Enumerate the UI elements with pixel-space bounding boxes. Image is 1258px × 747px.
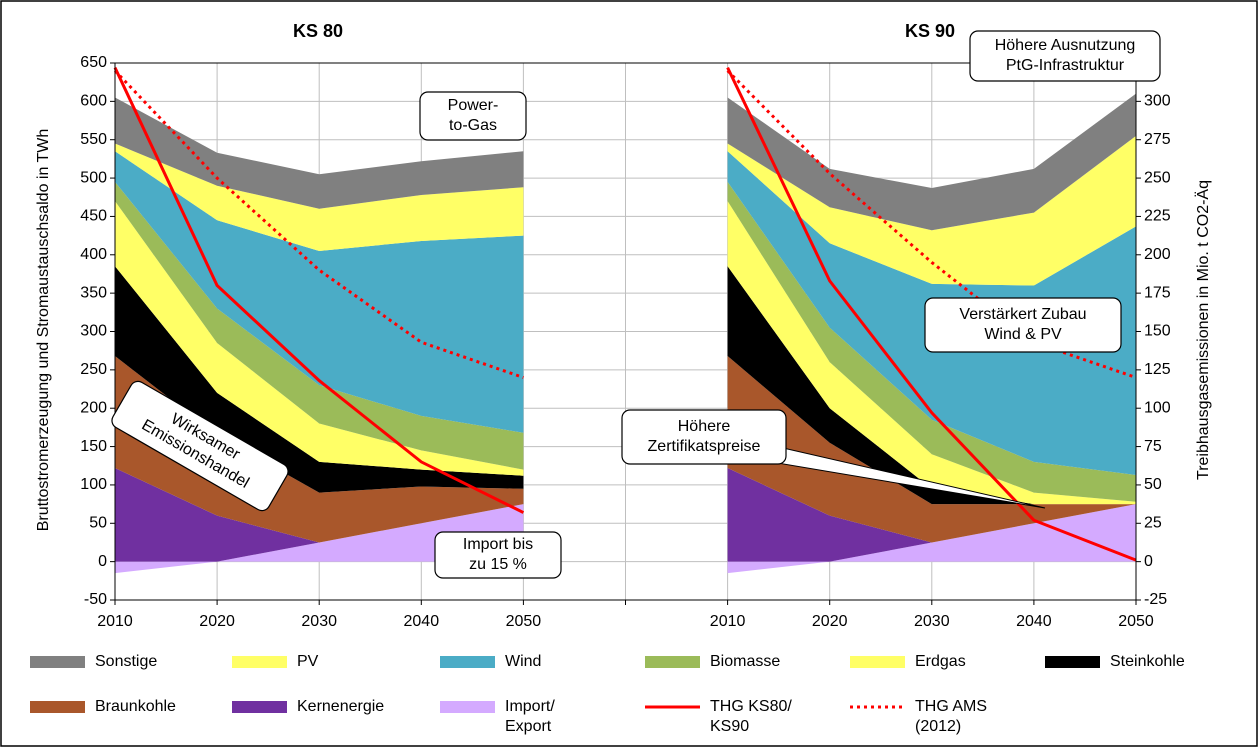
annotation: Power-to-Gas xyxy=(448,97,499,134)
x-tick-label: 2030 xyxy=(914,613,950,630)
panel-title: KS 90 xyxy=(905,21,955,41)
legend-swatch xyxy=(440,656,495,668)
y-tick-label: 0 xyxy=(98,553,107,570)
y-tick-label: 600 xyxy=(80,93,107,110)
y-tick-label: 150 xyxy=(80,438,107,455)
y-tick-label: 50 xyxy=(89,515,107,532)
y2-tick-label: 50 xyxy=(1144,476,1162,493)
y-tick-label: 350 xyxy=(80,284,107,301)
y-tick-label: 650 xyxy=(80,54,107,71)
annotation: Import bis zu 15 % xyxy=(463,536,533,573)
y2-tick-label: 100 xyxy=(1144,399,1171,416)
y2-tick-label: 250 xyxy=(1144,169,1171,186)
legend-swatch xyxy=(30,656,85,668)
legend-label: Biomasse xyxy=(710,653,780,670)
area xyxy=(115,93,1136,231)
y2-tick-label: 75 xyxy=(1144,438,1162,455)
legend-label: THG KS80/KS90 xyxy=(710,698,792,735)
y-tick-label: 450 xyxy=(80,208,107,225)
callout: Höhere Zertifikatspreise xyxy=(621,409,1046,509)
y2-tick-label: 300 xyxy=(1144,93,1171,110)
callout: Höhere Ausnutzung PtG-Infrastruktur xyxy=(969,30,1161,82)
y2-tick-label: 25 xyxy=(1144,515,1162,532)
y2-tick-label: 0 xyxy=(1144,553,1153,570)
area xyxy=(115,356,1136,543)
callout-box xyxy=(621,409,787,465)
legend-swatch xyxy=(440,701,495,713)
y-tick-label: 400 xyxy=(80,246,107,263)
x-tick-label: 2050 xyxy=(506,613,542,630)
y2-tick-label: -25 xyxy=(1144,591,1167,608)
legend-swatch xyxy=(232,701,287,713)
area xyxy=(115,468,1136,562)
annotation: Verstärkert Zubau Wind & PV xyxy=(959,306,1086,343)
y-tick-label: 300 xyxy=(80,323,107,340)
line xyxy=(113,69,1137,379)
y2-tick-label: 175 xyxy=(1144,284,1171,301)
panel-title: KS 80 xyxy=(293,21,343,41)
legend-label: Sonstige xyxy=(95,653,157,670)
callout-box xyxy=(434,531,562,579)
y2-tick-label: 200 xyxy=(1144,246,1171,263)
y2-tick-label: 150 xyxy=(1144,323,1171,340)
annotation: Höhere Ausnutzung PtG-Infrastruktur xyxy=(995,37,1136,74)
annotations: Power-to-GasWirksamerEmissionshandelImpo… xyxy=(111,30,1161,579)
y-tick-label: 200 xyxy=(80,399,107,416)
legend-label: Steinkohle xyxy=(1110,653,1185,670)
callout-box xyxy=(419,91,527,141)
legend-swatch xyxy=(30,701,85,713)
callout: Import bis zu 15 % xyxy=(434,531,562,579)
x-tick-label: 2010 xyxy=(710,613,746,630)
callout-box xyxy=(969,30,1161,82)
area xyxy=(115,135,1136,286)
y-axis-label: Bruttostromerzeugung und Stromaustauschs… xyxy=(35,129,52,532)
plot-area: -500501001502002503003504004505005506006… xyxy=(80,54,1171,630)
legend-label: Wind xyxy=(505,653,541,670)
y-tick-label: 100 xyxy=(80,476,107,493)
line xyxy=(113,66,1137,562)
y-tick-label: 500 xyxy=(80,169,107,186)
y2-axis-label: Treibhausgasemissionen in Mio. t CO2-Äq xyxy=(1194,180,1212,480)
y-tick-label: -50 xyxy=(84,591,107,608)
legend-swatch xyxy=(232,656,287,668)
callout: Power-to-Gas xyxy=(419,91,527,141)
area xyxy=(115,151,1136,475)
x-tick-label: 2040 xyxy=(404,613,440,630)
callout: Verstärkert Zubau Wind & PV xyxy=(924,297,1122,353)
x-tick-label: 2010 xyxy=(97,613,133,630)
legend-swatch xyxy=(850,656,905,668)
legend: Sonstige PV Wind Biomasse Erdgas Steinkohle Br… xyxy=(30,653,1185,735)
x-tick-label: 2050 xyxy=(1118,613,1154,630)
legend-label: Erdgas xyxy=(915,653,966,670)
y2-tick-label: 225 xyxy=(1144,208,1171,225)
area xyxy=(115,504,1136,574)
legend-label: Import/Export xyxy=(505,698,555,735)
legend-label: PV xyxy=(297,653,319,670)
callout-box xyxy=(924,297,1122,353)
y2-tick-label: 125 xyxy=(1144,361,1171,378)
y-tick-label: 250 xyxy=(80,361,107,378)
legend-label: THG AMS (2012) xyxy=(915,698,987,735)
x-tick-label: 2020 xyxy=(199,613,235,630)
x-tick-label: 2020 xyxy=(812,613,848,630)
x-tick-label: 2040 xyxy=(1016,613,1052,630)
legend-label: Braunkohle xyxy=(95,698,176,715)
y-tick-label: 550 xyxy=(80,131,107,148)
legend-swatch xyxy=(1045,656,1100,668)
legend-swatch xyxy=(645,656,700,668)
y2-tick-label: 275 xyxy=(1144,131,1171,148)
annotation: Höhere Zertifikatspreise xyxy=(648,418,761,455)
area xyxy=(115,201,1136,505)
legend-label: Kernenergie xyxy=(297,698,384,715)
x-tick-label: 2030 xyxy=(301,613,337,630)
callout-box xyxy=(111,380,289,512)
